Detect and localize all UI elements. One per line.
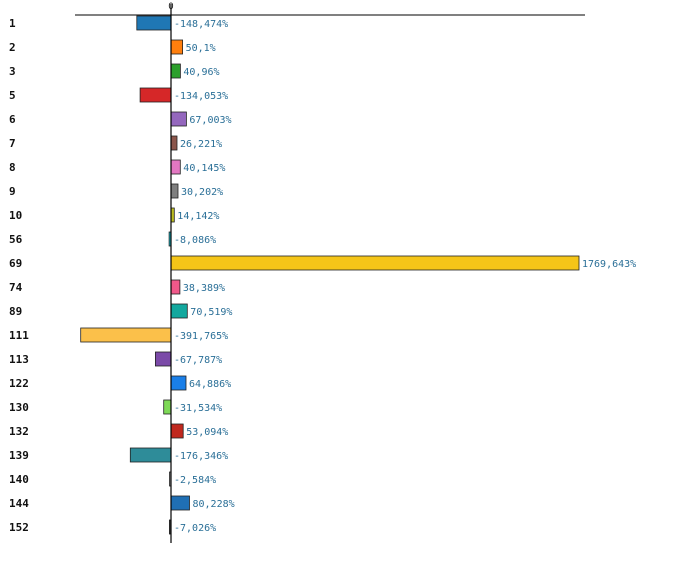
value-label: 80,228%: [193, 499, 235, 510]
value-label: 40,145%: [183, 163, 225, 174]
value-label: 53,094%: [186, 427, 228, 438]
category-label: 1: [9, 17, 16, 30]
category-label: 89: [9, 305, 22, 318]
bar-130: [163, 399, 172, 415]
category-label: 152: [9, 521, 29, 534]
value-label: -7,026%: [174, 523, 216, 534]
value-label: 70,519%: [190, 307, 232, 318]
bar-9: [170, 183, 179, 199]
bar-69: [170, 255, 580, 271]
value-label: -176,346%: [174, 451, 228, 462]
value-label: 67,003%: [189, 115, 231, 126]
bar-139: [129, 447, 172, 463]
value-label: 38,389%: [183, 283, 225, 294]
bar-6: [170, 111, 187, 127]
category-label: 74: [9, 281, 23, 294]
bar-89: [170, 303, 188, 319]
category-label: 8: [9, 161, 16, 174]
value-label: 50,1%: [186, 43, 216, 54]
value-label: -148,474%: [174, 19, 228, 30]
category-label: 139: [9, 449, 29, 462]
value-label: -2,584%: [174, 475, 216, 486]
value-label: -134,053%: [174, 91, 228, 102]
value-label: 30,202%: [181, 187, 223, 198]
bar-111: [80, 327, 172, 343]
category-label: 144: [9, 497, 29, 510]
bar-1: [136, 15, 172, 31]
value-label: 64,886%: [189, 379, 231, 390]
category-label: 111: [9, 329, 29, 342]
zero-tick-label: 0: [168, 2, 173, 12]
category-label: 56: [9, 233, 23, 246]
bars-layer: 1 -148,474% 2 50,1% 3 40,96% 5 -134,053% 6 67,003…: [9, 15, 636, 535]
category-label: 7: [9, 137, 16, 150]
category-label: 3: [9, 65, 16, 78]
bar-3: [170, 63, 181, 79]
bar-74: [170, 279, 181, 295]
bar-113: [154, 351, 172, 367]
value-label: 26,221%: [180, 139, 222, 150]
bar-2: [170, 39, 184, 55]
category-label: 132: [9, 425, 29, 438]
category-label: 69: [9, 257, 22, 270]
value-label: -31,534%: [174, 403, 222, 414]
category-label: 6: [9, 113, 16, 126]
value-label: -8,086%: [174, 235, 216, 246]
category-label: 122: [9, 377, 29, 390]
category-label: 113: [9, 353, 29, 366]
bar-122: [170, 375, 187, 391]
bar-8: [170, 159, 181, 175]
category-label: 2: [9, 41, 16, 54]
category-label: 9: [9, 185, 16, 198]
value-label: 40,96%: [183, 67, 219, 78]
category-label: 10: [9, 209, 22, 222]
bar-132: [170, 423, 184, 439]
category-label: 140: [9, 473, 29, 486]
bar-144: [170, 495, 190, 511]
value-label: 1769,643%: [582, 259, 636, 270]
value-label: -391,765%: [174, 331, 228, 342]
category-label: 5: [9, 89, 16, 102]
bar-5: [139, 87, 172, 103]
value-label: -67,787%: [174, 355, 222, 366]
category-label: 130: [9, 401, 29, 414]
value-label: 14,142%: [177, 211, 219, 222]
bar-7: [170, 135, 178, 151]
